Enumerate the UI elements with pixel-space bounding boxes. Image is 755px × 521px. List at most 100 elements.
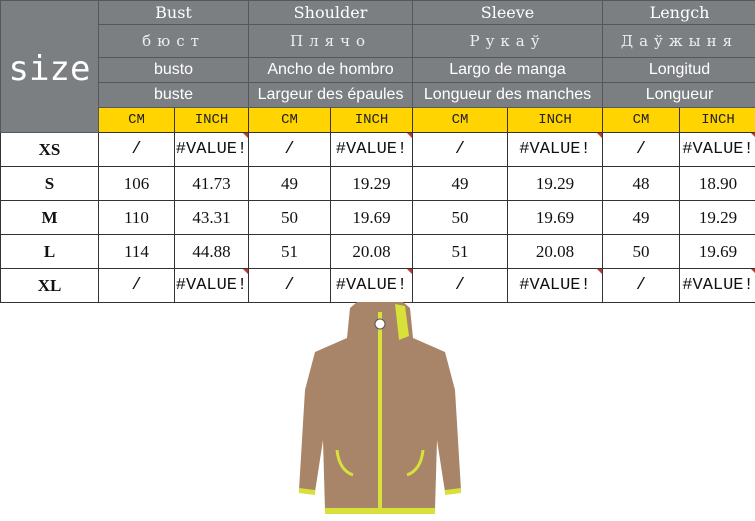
cell-value: 50	[281, 207, 299, 227]
table-row: L 114 44.88 51 20.08 51 20.08 50 19.69	[0, 234, 755, 269]
cell-value: 114	[124, 241, 149, 261]
cell-value: 19.69	[352, 207, 391, 227]
cell-value: 20.08	[535, 241, 575, 261]
cell-value: 50	[632, 241, 650, 261]
measurement-cell: 20.08	[507, 234, 604, 269]
measurement-cell: /	[248, 132, 332, 167]
size-header: size	[0, 0, 99, 133]
measurement-cell: #VALUE!	[679, 268, 755, 303]
measurement-cell: 19.69	[330, 200, 414, 235]
cell-value: /	[454, 140, 466, 159]
length-header-en: Lengch	[602, 0, 755, 25]
measurement-cell: 51	[248, 234, 332, 269]
table-row: XL / #VALUE! / #VALUE! / #VALUE! / #VALUE!	[0, 268, 755, 303]
measurement-cell: 50	[248, 200, 332, 235]
cell-value: 19.29	[698, 207, 738, 227]
sleeve-header-es: Largo de manga	[412, 57, 604, 83]
bust-header-en: Bust	[97, 0, 250, 25]
measurement-cell: #VALUE!	[330, 132, 414, 167]
measurement-cell: #VALUE!	[173, 132, 250, 167]
comment-marker-icon	[751, 269, 755, 274]
cell-value: 49	[281, 173, 299, 193]
length-header-fr: Longueur	[602, 82, 755, 108]
cell-value: 20.08	[352, 241, 391, 261]
measurement-cell: /	[98, 132, 175, 167]
measurement-cell: #VALUE!	[330, 268, 414, 303]
cell-value: 44.88	[192, 241, 231, 261]
sleeve-header-ru: Рукаў	[412, 24, 604, 58]
measurement-cell: /	[602, 132, 681, 167]
table-row: XS / #VALUE! / #VALUE! / #VALUE! / #VALUE!	[0, 132, 755, 167]
measurement-cell: #VALUE!	[507, 132, 604, 167]
comment-marker-icon	[407, 269, 412, 274]
measurement-cell: 19.29	[507, 166, 604, 201]
measurement-cell: 19.29	[330, 166, 414, 201]
shoulder-header-ru: Плячо	[248, 24, 414, 58]
cell-value: #VALUE!	[335, 140, 408, 159]
jacket-photo	[299, 302, 461, 514]
measurement-cell: /	[602, 268, 681, 303]
cell-value: #VALUE!	[175, 140, 248, 159]
measurement-cell: #VALUE!	[507, 268, 604, 303]
measurement-cell: #VALUE!	[173, 268, 250, 303]
cell-value: 51	[281, 241, 299, 261]
cell-value: #VALUE!	[519, 276, 591, 295]
unit-header-inch: INCH	[679, 107, 755, 133]
unit-header-inch: INCH	[173, 107, 250, 133]
measurement-cell: 114	[98, 234, 175, 269]
measurement-cell: 48	[602, 166, 681, 201]
sleeve-header-en: Sleeve	[412, 0, 604, 25]
bust-header-fr: buste	[97, 82, 250, 108]
cell-value: 19.29	[352, 173, 391, 193]
cell-value: #VALUE!	[682, 140, 754, 159]
unit-header-cm: CM	[412, 107, 509, 133]
size-label: XS	[0, 132, 99, 167]
comment-marker-icon	[243, 269, 248, 274]
measurement-cell: 50	[412, 200, 509, 235]
length-header-ru: Даўжыня	[602, 24, 755, 58]
measurement-cell: 49	[412, 166, 509, 201]
cell-value: 43.31	[192, 207, 231, 227]
measurement-cell: /	[412, 268, 509, 303]
shoulder-header-en: Shoulder	[248, 0, 414, 25]
comment-marker-icon	[243, 133, 248, 138]
cell-value: 49	[632, 207, 650, 227]
measurement-cell: 19.29	[679, 200, 755, 235]
cell-value: /	[131, 276, 142, 295]
comment-marker-icon	[597, 269, 602, 274]
measurement-cell: #VALUE!	[679, 132, 755, 167]
measurement-cell: 41.73	[173, 166, 250, 201]
comment-marker-icon	[407, 133, 412, 138]
sleeve-header-fr: Longueur des manches	[412, 82, 604, 108]
cell-value: 49	[451, 173, 469, 193]
unit-header-inch: INCH	[330, 107, 414, 133]
measurement-cell: 44.88	[173, 234, 250, 269]
cell-value: 18.90	[698, 173, 738, 193]
table-row: S 106 41.73 49 19.29 49 19.29 48 18.90	[0, 166, 755, 201]
bust-header-es: busto	[97, 57, 250, 83]
cell-value: #VALUE!	[519, 140, 591, 159]
cell-value: /	[284, 276, 295, 295]
measurement-cell: /	[412, 132, 509, 167]
unit-header-cm: CM	[98, 107, 175, 133]
measurement-cell: 19.69	[679, 234, 755, 269]
cell-value: 48	[632, 173, 650, 193]
size-label: L	[0, 234, 99, 269]
measurement-cell: 110	[98, 200, 175, 235]
cell-value: 51	[451, 241, 469, 261]
unit-header-cm: CM	[248, 107, 332, 133]
measurement-cell: 19.69	[507, 200, 604, 235]
size-chart: size Bust Shoulder Sleeve Lengch бюст Пл…	[0, 0, 755, 303]
size-label: M	[0, 200, 99, 235]
measurement-cell: 20.08	[330, 234, 414, 269]
shoulder-header-es: Ancho de hombro	[248, 57, 414, 83]
measurement-cell: /	[248, 268, 332, 303]
cell-value: /	[635, 276, 647, 295]
measurement-cell: 49	[248, 166, 332, 201]
cell-value: 19.69	[535, 207, 575, 227]
cell-value: 50	[451, 207, 469, 227]
measurement-cell: 106	[98, 166, 175, 201]
cell-value: #VALUE!	[335, 276, 408, 295]
cell-value: 106	[123, 173, 150, 193]
bust-header-ru: бюст	[97, 24, 250, 58]
